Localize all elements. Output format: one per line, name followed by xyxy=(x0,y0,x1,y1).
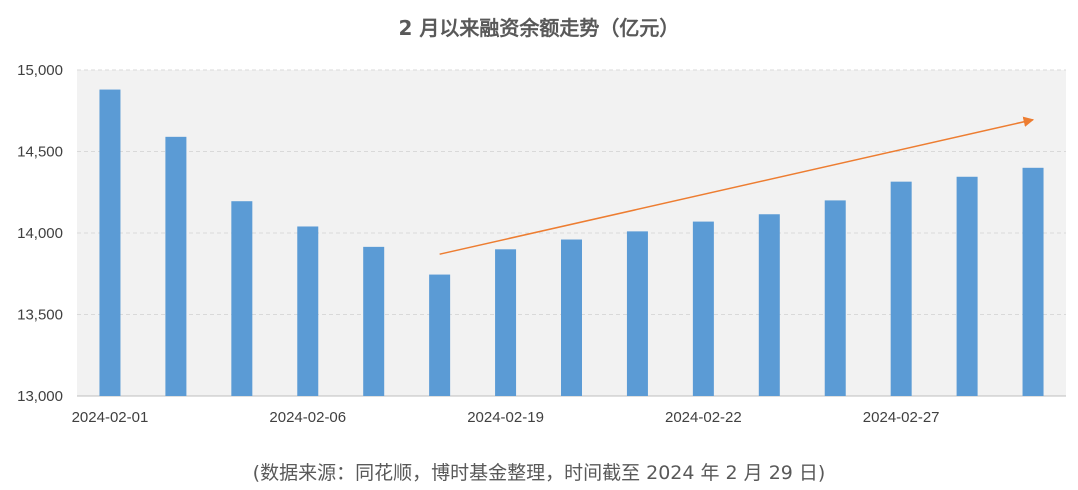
bar xyxy=(956,176,978,396)
x-tick-label: 2024-02-19 xyxy=(467,409,544,426)
bar xyxy=(758,214,780,396)
bar xyxy=(824,200,846,396)
chart-title: 2 月以来融资余额走势（亿元） xyxy=(398,16,680,40)
trend-arrow xyxy=(439,116,1035,255)
source-note: (数据来源：同花顺，博时基金整理，时间截至 2024 年 2 月 29 日) xyxy=(252,462,826,484)
y-tick-label: 13,000 xyxy=(17,388,63,405)
bar-chart: 13,000 13,500 14,000 14,500 15,000 2024-02-0… xyxy=(17,62,1066,426)
bar xyxy=(626,231,648,396)
y-tick-label: 13,500 xyxy=(17,307,63,324)
bar xyxy=(1022,167,1044,396)
bar xyxy=(890,181,912,396)
bar xyxy=(297,226,319,396)
y-tick-label: 14,000 xyxy=(17,225,63,242)
bar xyxy=(495,249,517,396)
bar xyxy=(231,201,253,396)
bar xyxy=(165,136,187,396)
bar xyxy=(561,239,582,396)
bar xyxy=(99,89,121,396)
x-tick-label: 2024-02-27 xyxy=(863,409,940,426)
y-tick-label: 14,500 xyxy=(17,144,63,161)
bar xyxy=(692,221,714,396)
x-tick-label: 2024-02-06 xyxy=(269,409,346,426)
y-tick-label: 15,000 xyxy=(17,62,63,79)
x-tick-label: 2024-02-01 xyxy=(72,409,149,426)
x-tick-label: 2024-02-22 xyxy=(665,409,742,426)
bar xyxy=(363,246,385,396)
bar xyxy=(429,274,451,396)
